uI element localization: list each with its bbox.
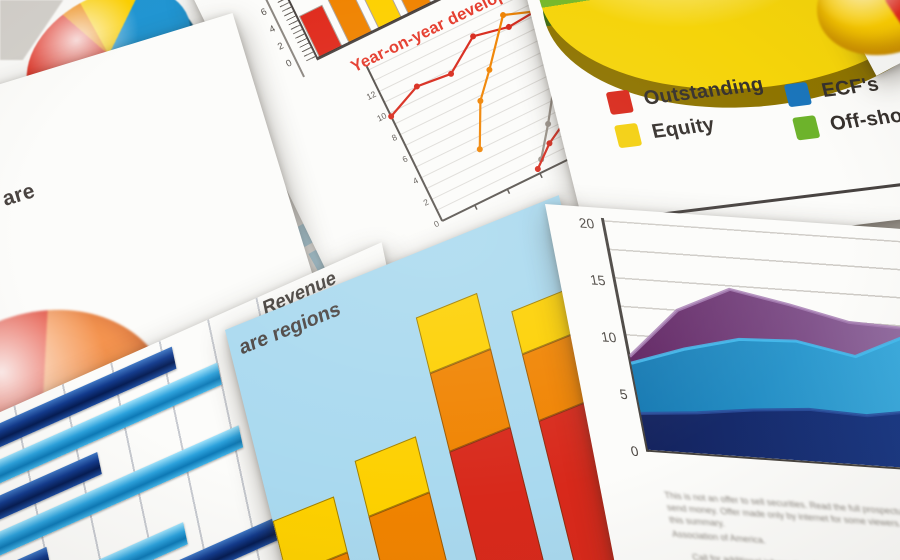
legend-swatch — [605, 89, 635, 115]
axis-tick-label: 6 — [259, 6, 269, 19]
axis-tick-label: 15 — [588, 272, 607, 289]
axis-tick-label: 4 — [267, 23, 278, 36]
axis-tick-label: 0 — [629, 443, 640, 460]
paper-area-report: 20 15 10 5 0 This is not an offer to sell se… — [545, 204, 900, 560]
svg-text:0: 0 — [432, 218, 441, 229]
axis-tick-label: 2 — [275, 40, 286, 53]
svg-text:10: 10 — [375, 110, 388, 123]
axis-tick-label: 0 — [284, 57, 294, 70]
desk-corner — [0, 0, 90, 60]
svg-text:12: 12 — [365, 89, 378, 102]
legend-swatch — [783, 81, 813, 108]
svg-text:6: 6 — [401, 153, 410, 164]
axis-tick-label: 20 — [577, 215, 596, 232]
axis-tick-label: 10 — [599, 329, 618, 346]
axis-tick-label: 5 — [618, 386, 629, 403]
svg-text:8: 8 — [390, 132, 399, 143]
legend-swatch — [791, 115, 821, 141]
legend-label: Off-shore — [827, 102, 900, 136]
legend-item: Equity — [613, 107, 774, 149]
market-share-title-fragment: are — [0, 179, 38, 211]
bar-segment — [272, 496, 348, 560]
legend-label: Equity — [649, 113, 717, 143]
stacked-area-chart — [628, 287, 900, 474]
svg-text:4: 4 — [411, 175, 420, 186]
legend-item: Off-shore — [791, 102, 900, 141]
legend-swatch — [613, 122, 643, 149]
svg-text:2: 2 — [422, 197, 431, 208]
